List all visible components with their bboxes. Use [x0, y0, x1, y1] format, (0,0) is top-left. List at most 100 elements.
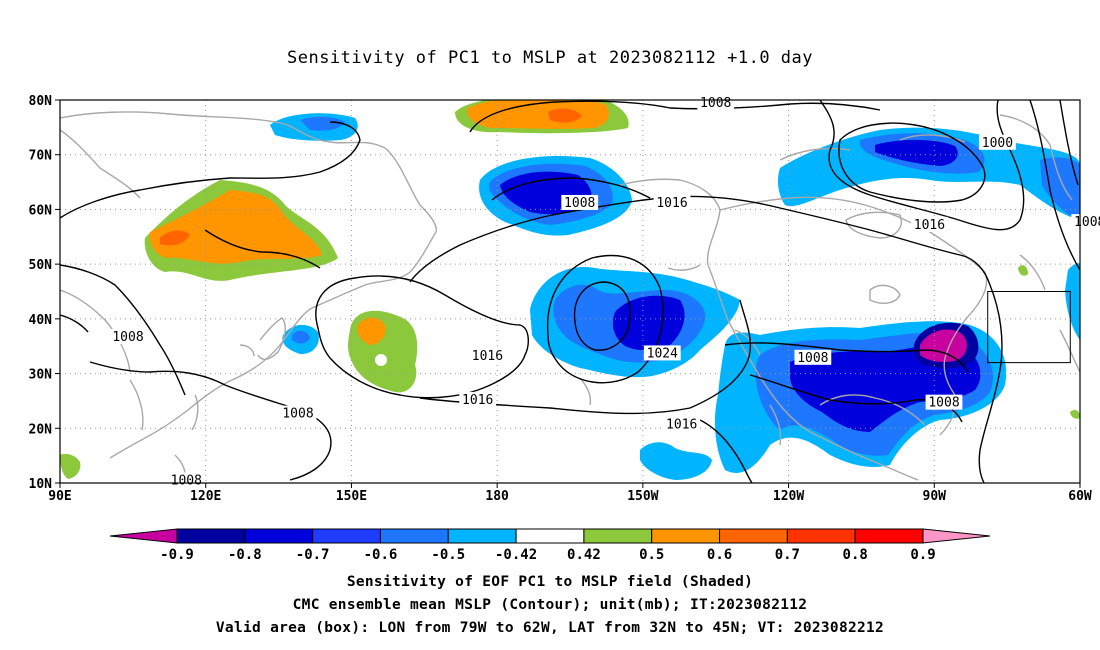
colorbar-segment — [786, 528, 856, 544]
caption-shading: Sensitivity of EOF PC1 to MSLP field (Sh… — [346, 574, 754, 590]
colorbar-segment — [583, 528, 653, 544]
colorbar-segment — [312, 528, 381, 544]
lat-label: 10N — [29, 477, 53, 492]
lat-label: 30N — [29, 368, 53, 383]
colorbar-label: -0.42 — [495, 547, 537, 563]
colorbar-segment — [515, 528, 585, 544]
negative-region-subtropics — [640, 442, 712, 480]
colorbar-segment — [854, 528, 924, 544]
lat-label: 80N — [29, 94, 53, 109]
contour-label-bg — [109, 329, 147, 345]
contour-label-bg — [643, 345, 681, 361]
contour-label-bg — [469, 348, 506, 364]
contour-label-bg — [794, 349, 832, 365]
contour-1008-atlantic — [978, 284, 1003, 483]
mslp-contours — [60, 100, 1080, 483]
contour-1008-east — [1029, 100, 1080, 271]
positive-spot-atlantic — [1070, 410, 1080, 419]
contour-label: 1016 — [914, 218, 945, 233]
lon-label: 60W — [1068, 489, 1092, 504]
colorbar-label: -0.9 — [160, 547, 194, 563]
contour-label: 1024 — [647, 346, 678, 361]
contour-1008-asia — [60, 121, 361, 219]
positive-region-arctic-peak — [548, 108, 582, 123]
contour-1008-west-pacific — [204, 229, 321, 269]
contour-label: 1008 — [1074, 215, 1100, 230]
colorbar-label: 0.5 — [639, 547, 664, 563]
contour-labels: 1008 1000 1008 1016 1008 1016 1024 1016 1016 1016… — [109, 94, 1100, 488]
contour-label-bg — [1071, 214, 1100, 230]
lon-label: 180 — [485, 489, 509, 504]
positive-region-arctic-core — [467, 100, 609, 129]
positive-region-east-asia-core — [149, 190, 322, 264]
lat-label: 60N — [29, 203, 53, 218]
contour-label: 1008 — [282, 407, 313, 422]
positive-region-pacific-core — [357, 317, 386, 345]
negative-region-japan-core — [292, 330, 310, 344]
contour-1008-subtropic — [699, 419, 753, 483]
contour-label-bg — [167, 472, 205, 488]
contour-1008-gulf — [724, 342, 969, 373]
colorbar-min-triangle — [109, 528, 178, 544]
lon-label: 120W — [773, 489, 804, 504]
contour-label-bg — [979, 134, 1016, 150]
contour-label: 1016 — [462, 393, 493, 408]
colorbar-label: 0.7 — [775, 547, 800, 563]
lat-label: 50N — [29, 258, 53, 273]
negative-region-atlantic-edge — [1040, 157, 1080, 220]
caption-valid-area: Valid area (box): LON from 79W to 62W, L… — [215, 620, 885, 636]
contour-label: 1008 — [700, 96, 731, 111]
colorbar-label: -0.6 — [364, 547, 398, 563]
colorbar-segment — [651, 528, 721, 544]
colorbar-label: 0.8 — [843, 547, 868, 563]
contour-label: 1008 — [797, 351, 828, 366]
negative-region-atlantic-east — [1065, 263, 1080, 340]
colorbar-segment — [244, 528, 314, 544]
negative-region-siberia-core — [300, 116, 345, 131]
positive-spot-west — [60, 453, 81, 479]
contour-1008-asia-low — [60, 264, 186, 396]
contour-1008-south-asia — [89, 361, 332, 481]
contour-label: 1008 — [112, 330, 143, 345]
coastlines — [60, 111, 1080, 481]
contour-label-bg — [279, 405, 317, 421]
contour-label-bg — [925, 394, 963, 410]
contour-1016-canada — [779, 207, 991, 286]
contour-1000 — [838, 122, 986, 203]
lat-label: 20N — [29, 422, 53, 437]
positive-spot-canada — [1018, 265, 1028, 276]
contour-1008-alaska — [491, 177, 651, 201]
sensitivity-shading — [60, 100, 1080, 480]
negative-region-arctic-canada — [777, 127, 1080, 220]
colorbar-segment — [176, 528, 246, 544]
lon-label: 90E — [48, 489, 71, 504]
contour-label-bg — [459, 391, 497, 407]
negative-region-arctic-canada-core — [875, 139, 958, 166]
colorbar-segment — [447, 528, 517, 544]
lon-label: 150E — [336, 489, 367, 504]
colorbar-label: -0.5 — [431, 547, 465, 563]
lat-label: 40N — [29, 313, 53, 328]
contour-1024-inner — [573, 281, 632, 351]
lat-label: 70N — [29, 149, 53, 164]
contour-label: 1016 — [666, 418, 697, 433]
colorbar-label: 0.42 — [567, 547, 601, 563]
colorbar-label: 0.9 — [910, 547, 935, 563]
contour-label: 1008 — [564, 196, 595, 211]
contour-label: 1016 — [472, 349, 503, 364]
contour-1024-high — [546, 254, 664, 384]
contour-label: 1016 — [656, 196, 687, 211]
contour-label-bg — [911, 216, 948, 232]
colorbar-label: -0.8 — [228, 547, 262, 563]
contour-label-bg — [697, 94, 735, 110]
contour-label: 1000 — [982, 136, 1013, 151]
contour-label: 1008 — [928, 396, 959, 411]
caption-contour: CMC ensemble mean MSLP (Contour); unit(m… — [292, 597, 808, 613]
contour-1008-far-east — [1059, 100, 1079, 186]
contour-label-bg — [653, 194, 691, 210]
colorbar-label: -0.7 — [296, 547, 330, 563]
colorbar-max-triangle — [922, 528, 991, 544]
colorbar-label: 0.6 — [707, 547, 732, 563]
